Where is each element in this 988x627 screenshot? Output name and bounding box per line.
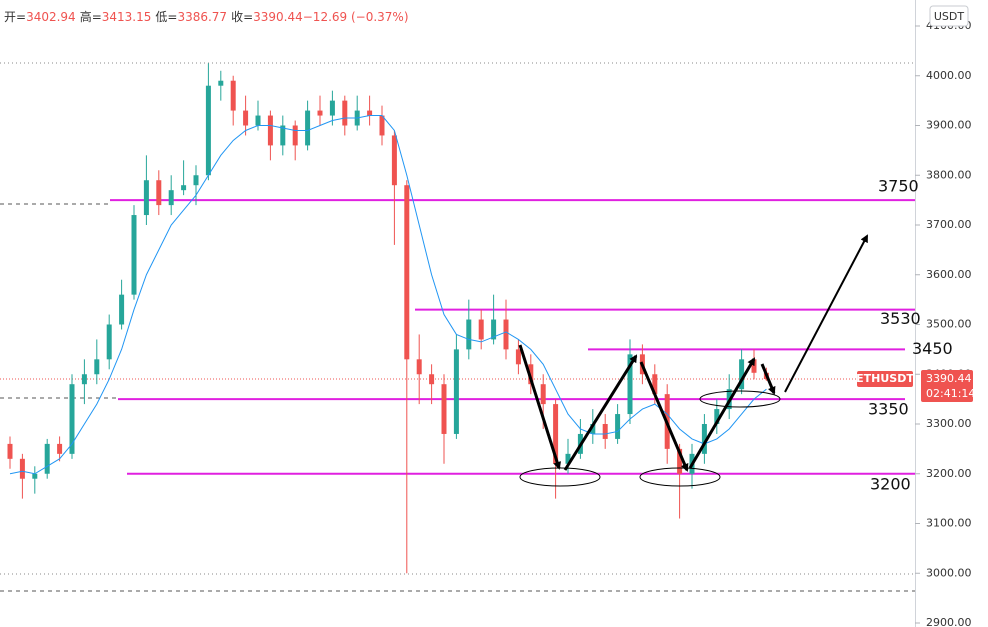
candle-body bbox=[565, 453, 571, 464]
candle-body bbox=[404, 185, 410, 360]
y-tick-label: 3500.00 bbox=[926, 318, 972, 331]
level-label: 3750 bbox=[878, 177, 919, 196]
candle-body bbox=[416, 359, 422, 375]
candle-body bbox=[305, 110, 311, 146]
header-value: −12.69 (−0.37%) bbox=[303, 10, 409, 24]
candle-body bbox=[515, 349, 521, 365]
y-tick-label: 4000.00 bbox=[926, 69, 972, 82]
y-tick-label: 2900.00 bbox=[926, 616, 972, 627]
header-value: 3390.44 bbox=[253, 10, 303, 24]
level-label: 3530 bbox=[880, 309, 921, 328]
header-key: 收= bbox=[231, 10, 253, 24]
ohlc-header: 开=3402.94 高=3413.15 低=3386.77 收=3390.44−12.… bbox=[4, 9, 409, 24]
candle-body bbox=[243, 110, 249, 126]
candle-body bbox=[292, 125, 298, 146]
candle-body bbox=[106, 324, 112, 360]
candle-body bbox=[143, 180, 149, 216]
header-value: 3386.77 bbox=[177, 10, 227, 24]
candle-body bbox=[441, 384, 447, 434]
candle-body bbox=[627, 354, 633, 415]
candle-body bbox=[255, 115, 261, 126]
currency-button-label[interactable]: USDT bbox=[934, 10, 965, 23]
candle-body bbox=[590, 424, 596, 434]
arrow bbox=[688, 357, 756, 469]
candle-body bbox=[553, 404, 559, 464]
y-tick-label: 3900.00 bbox=[926, 119, 972, 132]
candle-body bbox=[19, 458, 25, 479]
y-tick-label: 3000.00 bbox=[926, 566, 972, 579]
candle-body bbox=[652, 374, 658, 395]
candle-body bbox=[57, 443, 63, 454]
candle-body bbox=[602, 424, 608, 439]
candle-body bbox=[491, 319, 497, 340]
candle-body bbox=[218, 80, 224, 86]
candle-body bbox=[181, 185, 187, 191]
candle-body bbox=[81, 374, 87, 385]
header-key: 高= bbox=[80, 9, 102, 24]
candle-body bbox=[379, 115, 385, 136]
candle-body bbox=[453, 349, 459, 434]
y-tick-label: 3700.00 bbox=[926, 218, 972, 231]
candle-body bbox=[329, 100, 335, 116]
candle-body bbox=[205, 85, 211, 176]
candle-body bbox=[94, 359, 100, 375]
candle-body bbox=[503, 319, 509, 350]
header-key: 开= bbox=[4, 10, 26, 24]
level-label: 3200 bbox=[870, 474, 911, 493]
candle-body bbox=[193, 175, 199, 186]
candle-body bbox=[739, 359, 745, 390]
y-tick-label: 3600.00 bbox=[926, 268, 972, 281]
ellipse bbox=[639, 467, 721, 487]
header-key: 低= bbox=[155, 10, 177, 24]
y-tick-label: 3800.00 bbox=[926, 168, 972, 181]
candle-body bbox=[429, 374, 435, 385]
y-tick-label: 3300.00 bbox=[926, 417, 972, 430]
symbol-label: ETHUSDT bbox=[856, 372, 914, 385]
price-label: 3390.44 bbox=[926, 372, 972, 385]
arrow bbox=[639, 361, 689, 472]
candle-body bbox=[280, 125, 286, 146]
candle-body bbox=[168, 190, 174, 206]
candle-body bbox=[677, 448, 683, 474]
candle-body bbox=[701, 424, 707, 454]
candle-body bbox=[540, 384, 546, 405]
candle-body bbox=[119, 294, 125, 325]
candle-body bbox=[391, 135, 397, 186]
countdown-label: 02:41:14 bbox=[926, 387, 975, 400]
arrow bbox=[563, 354, 638, 471]
header-value: 3413.15 bbox=[102, 10, 152, 24]
moving-average bbox=[9, 115, 767, 475]
candle-body bbox=[32, 473, 38, 479]
y-tick-label: 3200.00 bbox=[926, 467, 972, 480]
candle-body bbox=[131, 215, 137, 295]
arrow bbox=[784, 234, 868, 393]
currency-button[interactable] bbox=[929, 5, 969, 27]
candle-body bbox=[342, 100, 348, 126]
arrow bbox=[760, 363, 776, 395]
arrow bbox=[518, 344, 561, 470]
candle-body bbox=[714, 409, 720, 424]
level-label: 3450 bbox=[912, 339, 953, 358]
y-tick-label: 3100.00 bbox=[926, 517, 972, 530]
candle-body bbox=[267, 115, 273, 146]
candle-body bbox=[44, 443, 50, 474]
ellipse bbox=[699, 390, 781, 408]
candle-body bbox=[69, 384, 75, 454]
level-label: 3350 bbox=[868, 400, 909, 419]
candle-body bbox=[317, 110, 323, 116]
candle-body bbox=[230, 80, 236, 111]
header-value: 3402.94 bbox=[26, 10, 76, 24]
price-badge bbox=[921, 370, 973, 403]
candle-body bbox=[478, 319, 484, 340]
candle-body bbox=[466, 319, 472, 350]
candle-body bbox=[615, 414, 621, 439]
candle-body bbox=[7, 443, 13, 459]
candle-body bbox=[367, 110, 373, 116]
candle-body bbox=[156, 180, 162, 206]
symbol-badge bbox=[857, 371, 913, 388]
